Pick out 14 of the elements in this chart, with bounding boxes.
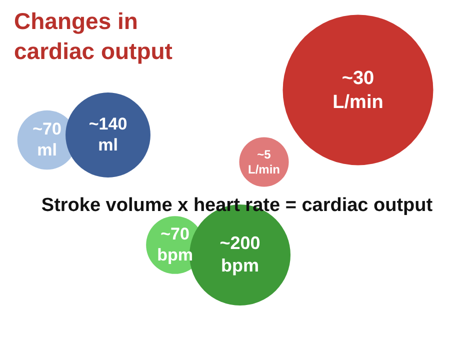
category-label: bpm	[221, 255, 259, 276]
data-label: ~30	[342, 68, 374, 90]
data-label: ~70	[32, 119, 62, 138]
data-label: ~70	[160, 224, 190, 244]
category-label: ml	[98, 136, 118, 155]
category-label: bpm	[157, 246, 193, 265]
category-label: L/min	[332, 92, 384, 113]
data-label: ~140	[88, 114, 128, 134]
data-label: ~200	[220, 232, 260, 253]
data-label: ~5	[257, 148, 272, 162]
category-label: ml	[37, 140, 57, 160]
text: Stroke volume x heart rate = cardiac output	[41, 195, 434, 216]
text: Changes in cardiac output	[14, 8, 173, 64]
category-label: L/min	[248, 162, 280, 176]
